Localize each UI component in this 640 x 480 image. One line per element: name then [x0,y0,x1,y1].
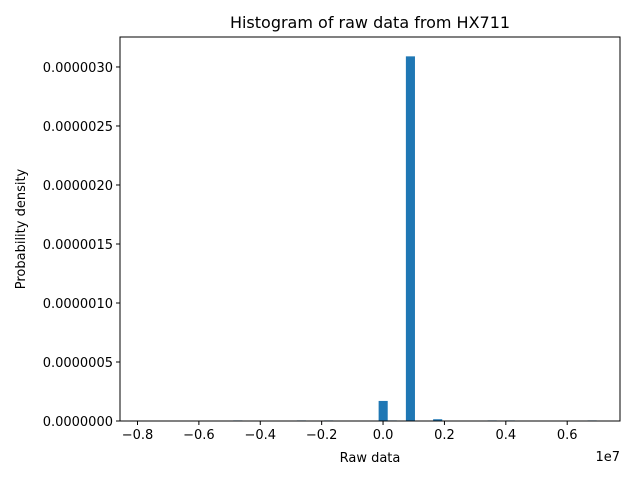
y-tick-label: 0.0000015 [43,238,113,253]
chart-title: Histogram of raw data from HX711 [230,13,510,32]
y-tick-label: 0.0000020 [43,179,113,194]
y-tick-label: 0.0000005 [43,356,113,371]
bar [405,56,415,421]
y-tick-label: 0.0000025 [43,120,113,135]
bar [433,419,443,421]
x-tick-label: −0.2 [306,428,338,443]
x-tick-label: −0.6 [183,428,215,443]
x-tick-label: 0.2 [434,428,455,443]
y-tick-label: 0.0000000 [43,415,113,430]
x-axis-label: Raw data [340,451,401,466]
x-tick-label: 0.4 [495,428,516,443]
x-offset-label: 1e7 [595,450,620,465]
x-tick-label: 0.6 [557,428,578,443]
x-tick-label: −0.8 [122,428,154,443]
x-tick-label: −0.4 [244,428,276,443]
plot-frame [119,36,621,422]
y-axis-label: Probability density [14,168,29,289]
y-tick-label: 0.0000030 [43,61,113,76]
bar [378,400,388,421]
x-tick-label: 0.0 [373,428,394,443]
y-tick-label: 0.0000010 [43,297,113,312]
